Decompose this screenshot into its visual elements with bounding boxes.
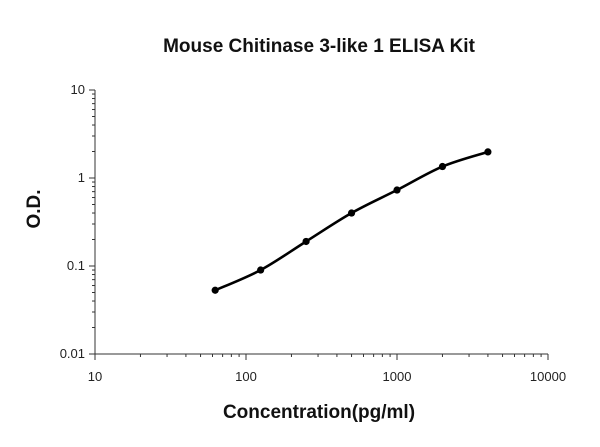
x-tick-label: 10 (88, 369, 102, 384)
x-tick-label: 1000 (383, 369, 412, 384)
chart-title: Mouse Chitinase 3-like 1 ELISA Kit (163, 36, 475, 57)
plot-area (211, 148, 492, 294)
x-tick-label: 100 (235, 369, 257, 384)
data-point (302, 237, 310, 246)
y-tick-label: 1 (78, 170, 85, 185)
y-axis: 10 1 0.1 0.01 (60, 82, 96, 361)
series-line (213, 150, 490, 292)
data-point (484, 148, 492, 156)
data-point (347, 209, 356, 217)
x-axis-label: Concentration(pg/ml) (223, 402, 415, 423)
y-axis-label: O.D. (24, 189, 45, 228)
y-tick-label: 0.1 (67, 258, 85, 273)
y-tick-label: 10 (71, 82, 85, 97)
data-point (257, 266, 265, 274)
x-axis: 10 100 1000 10000 (88, 353, 566, 384)
data-point (438, 162, 447, 171)
y-tick-label: 0.01 (60, 346, 85, 361)
data-point (393, 186, 401, 194)
x-tick-label: 10000 (530, 369, 566, 384)
data-point (211, 286, 219, 294)
